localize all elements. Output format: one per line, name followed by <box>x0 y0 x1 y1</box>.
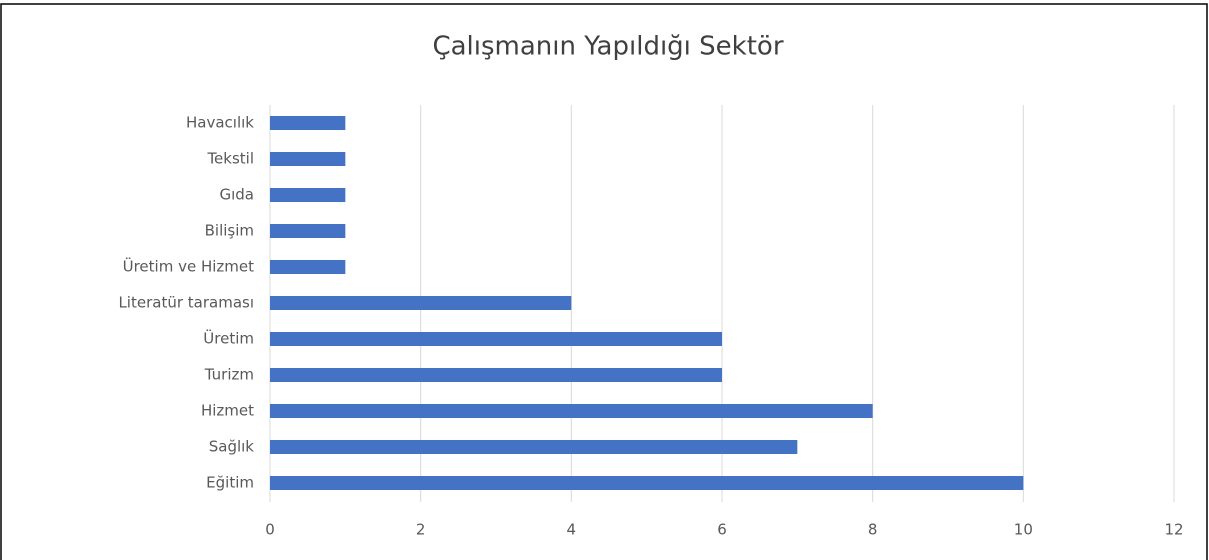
bar <box>270 296 572 310</box>
x-tick-label: 8 <box>868 521 878 539</box>
y-tick-label: Havacılık <box>186 114 254 132</box>
y-tick-label: Eğitim <box>206 474 254 492</box>
x-tick-label: 2 <box>416 521 426 539</box>
y-tick-label: Turizm <box>204 366 254 384</box>
x-tick-label: 6 <box>717 521 727 539</box>
bar <box>270 188 346 202</box>
bar <box>270 476 1024 490</box>
x-tick-label: 0 <box>265 521 275 539</box>
y-tick-label: Gıda <box>219 186 254 204</box>
y-tick-label: Hizmet <box>201 402 254 420</box>
bar <box>270 116 346 130</box>
bar <box>270 368 722 382</box>
chart-title: Çalışmanın Yapıldığı Sektör <box>432 32 783 62</box>
bar <box>270 224 346 238</box>
bar <box>270 332 722 346</box>
chart-frame <box>0 3 1208 560</box>
y-tick-label: Bilişim <box>205 222 254 240</box>
bar <box>270 404 873 418</box>
y-tick-label: Literatür taraması <box>118 294 254 312</box>
bar <box>270 152 346 166</box>
bar <box>270 440 798 454</box>
x-tick-label: 4 <box>567 521 577 539</box>
y-tick-label: Tekstil <box>206 150 254 168</box>
y-tick-label: Üretim <box>203 329 254 348</box>
bar <box>270 260 346 274</box>
x-tick-label: 10 <box>1014 521 1033 539</box>
y-tick-label: Sağlık <box>209 438 255 456</box>
y-tick-label: Üretim ve Hizmet <box>123 257 255 276</box>
x-tick-label: 12 <box>1164 521 1183 539</box>
